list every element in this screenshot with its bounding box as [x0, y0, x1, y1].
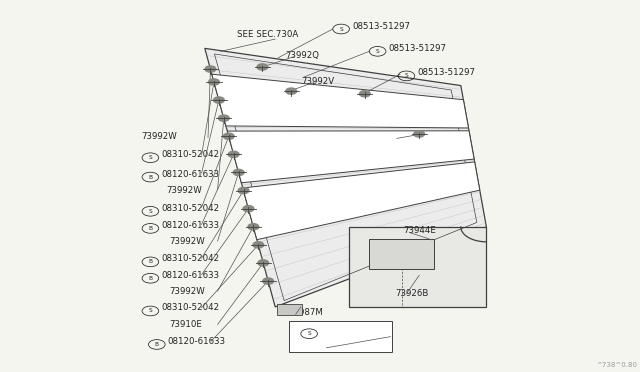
Text: B: B	[155, 342, 159, 347]
Circle shape	[233, 169, 244, 176]
Text: S: S	[148, 209, 152, 214]
Polygon shape	[212, 74, 468, 128]
Text: 08310-52042: 08310-52042	[161, 204, 220, 213]
Text: 73910Q: 73910Q	[314, 344, 348, 353]
Text: 73992Q: 73992Q	[285, 51, 319, 60]
Circle shape	[263, 278, 273, 284]
Text: S: S	[148, 308, 152, 314]
Polygon shape	[205, 48, 486, 307]
Text: 08513-51297: 08513-51297	[417, 68, 476, 77]
Polygon shape	[227, 131, 474, 183]
Text: 73987M: 73987M	[288, 308, 323, 317]
Circle shape	[209, 79, 220, 85]
Text: 08513-51297: 08513-51297	[352, 22, 410, 31]
Circle shape	[243, 205, 254, 212]
Circle shape	[238, 187, 249, 194]
Circle shape	[205, 66, 216, 72]
Circle shape	[253, 242, 264, 248]
Polygon shape	[349, 227, 486, 307]
Text: B: B	[148, 276, 152, 281]
Text: 73992W: 73992W	[170, 287, 205, 296]
Text: B: B	[148, 226, 152, 231]
Text: 73992W: 73992W	[170, 237, 205, 246]
Text: 08120-61633: 08120-61633	[168, 337, 226, 346]
Circle shape	[286, 88, 296, 94]
Text: S: S	[404, 73, 408, 78]
Text: B: B	[148, 259, 152, 264]
Text: 08120-61633: 08120-61633	[161, 271, 220, 280]
Text: B: B	[148, 174, 152, 180]
Circle shape	[257, 64, 268, 70]
Text: S: S	[307, 331, 311, 336]
Text: S: S	[339, 26, 343, 32]
Text: 73992V: 73992V	[301, 77, 334, 86]
Circle shape	[214, 97, 224, 103]
Text: 08120-61633: 08120-61633	[161, 170, 220, 179]
Circle shape	[228, 151, 239, 157]
Text: 08513-51297: 08513-51297	[388, 44, 447, 53]
FancyBboxPatch shape	[369, 239, 434, 269]
Text: SEE SEC.730A: SEE SEC.730A	[237, 30, 298, 39]
Text: 08310-52042: 08310-52042	[161, 150, 220, 159]
Text: 08120-61633: 08120-61633	[161, 221, 220, 230]
Text: ^738^0.80: ^738^0.80	[596, 362, 637, 368]
Text: 08310-52042: 08310-52042	[161, 254, 220, 263]
Text: 08310-40842: 08310-40842	[320, 327, 378, 336]
Text: 73926B: 73926B	[396, 289, 429, 298]
Text: 73944E: 73944E	[403, 226, 436, 235]
Circle shape	[360, 91, 370, 97]
FancyBboxPatch shape	[289, 321, 392, 352]
Text: 08310-52042: 08310-52042	[161, 304, 220, 312]
Text: 73910E: 73910E	[170, 320, 202, 329]
Circle shape	[414, 131, 424, 137]
Circle shape	[248, 224, 259, 230]
Text: 73992W: 73992W	[141, 132, 177, 141]
FancyBboxPatch shape	[277, 304, 302, 315]
Polygon shape	[243, 162, 480, 240]
Text: S: S	[148, 155, 152, 160]
Circle shape	[258, 260, 269, 266]
Text: S: S	[376, 49, 380, 54]
Text: 73992W: 73992W	[166, 186, 202, 195]
Circle shape	[218, 115, 229, 121]
Text: 73992R: 73992R	[384, 133, 417, 142]
Circle shape	[223, 133, 234, 140]
